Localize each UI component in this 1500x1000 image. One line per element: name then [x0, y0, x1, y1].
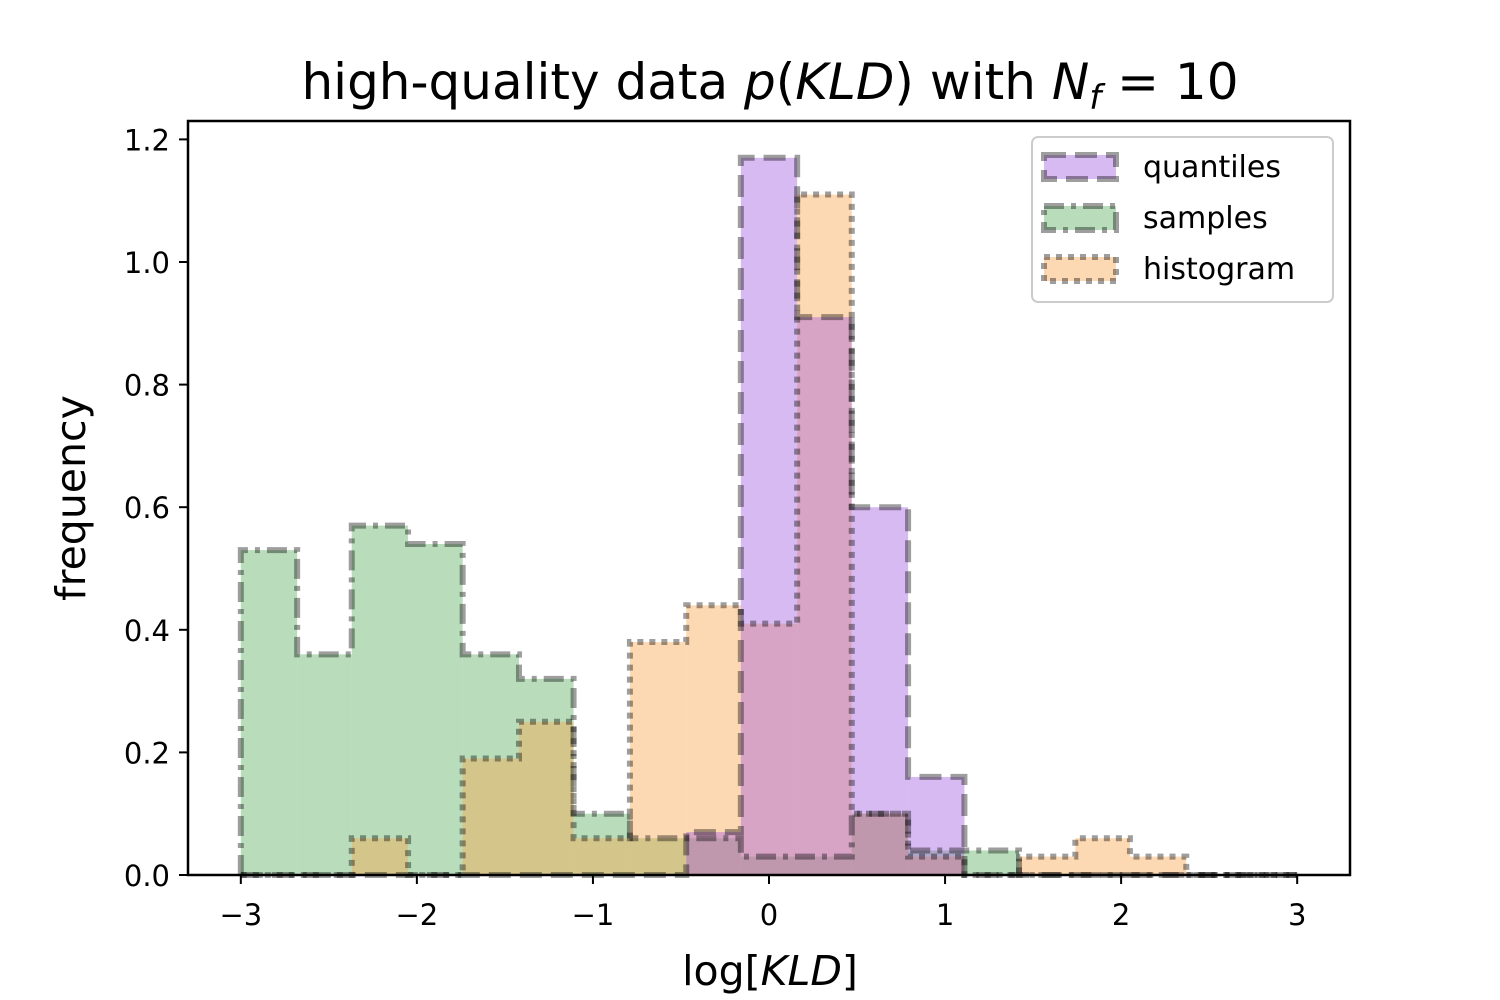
bar-histogram-14	[1019, 856, 1076, 875]
bar-quantiles-11	[851, 507, 909, 875]
bar-histogram-15	[1075, 838, 1130, 875]
bar-histogram-5	[518, 721, 574, 875]
bar-histogram-10	[797, 194, 852, 875]
outline-histogram	[240, 191, 1298, 878]
bar-histogram-11	[851, 813, 909, 875]
title-function: p	[743, 53, 776, 111]
bar-histogram-6	[573, 838, 630, 875]
legend-swatch-histogram	[1041, 254, 1119, 284]
legend-swatch-quantiles	[1041, 152, 1119, 182]
bar-samples-11	[851, 813, 909, 875]
bar-samples-0	[240, 550, 298, 875]
title-close-paren: )	[894, 53, 914, 111]
x-label-variable: KLD	[761, 947, 842, 995]
outline-samples	[237, 522, 1298, 878]
y-tick-label: 0.6	[124, 491, 170, 525]
bar-samples-12	[908, 850, 965, 875]
x-label-prefix: log[	[682, 947, 761, 995]
bar-histogram-12	[908, 856, 965, 875]
x-tick-label: 1	[936, 898, 954, 932]
title-variable: N	[1052, 53, 1089, 111]
bar-samples-13	[964, 850, 1020, 875]
x-tick-label: 2	[1112, 898, 1130, 932]
bar-samples-4	[462, 654, 519, 875]
legend-box	[1031, 136, 1334, 303]
title-middle: with	[914, 53, 1052, 111]
x-axis-label: log[KLD]	[682, 947, 858, 995]
x-label-suffix: ]	[842, 947, 858, 995]
x-axis-ticks: −3 −2 −1 0 1 2 3	[219, 875, 1306, 932]
bar-histogram-16	[1129, 856, 1187, 875]
bar-histogram-8	[686, 605, 741, 875]
y-axis-label: frequency	[47, 395, 95, 601]
legend-label-histogram: histogram	[1143, 252, 1295, 287]
x-tick-label: 3	[1288, 898, 1306, 932]
x-tick-label: −1	[572, 898, 615, 932]
legend-label-quantiles: quantiles	[1143, 150, 1281, 185]
legend-swatch-samples	[1041, 203, 1119, 233]
bar-quantiles-9	[740, 157, 798, 875]
x-tick-label: 0	[760, 898, 778, 932]
bar-samples-9	[740, 856, 798, 875]
title-prefix: high-quality data	[301, 53, 744, 111]
bar-samples-5	[518, 678, 574, 875]
bar-quantiles-8	[686, 832, 741, 875]
y-tick-label: 0.4	[124, 614, 170, 648]
series-quantiles	[686, 157, 965, 875]
legend-label-samples: samples	[1143, 201, 1268, 236]
bar-samples-10	[797, 856, 852, 875]
bars-layer	[240, 157, 1187, 875]
chart-title: high-quality data p(KLD) with Nf = 10	[301, 53, 1238, 118]
bar-quantiles-12	[908, 776, 965, 875]
y-tick-label: 0.2	[124, 736, 170, 770]
y-tick-label: 1.2	[124, 123, 170, 157]
title-open-paren: (	[776, 53, 796, 111]
title-argument: KLD	[795, 53, 894, 111]
title-equals: = 10	[1101, 53, 1238, 111]
x-tick-label: −2	[396, 898, 439, 932]
bar-quantiles-10	[797, 317, 852, 875]
legend-items: quantiles samples histogram	[1041, 150, 1295, 287]
x-tick-label: −3	[219, 898, 262, 932]
bar-histogram-4	[462, 758, 519, 875]
bar-samples-8	[686, 838, 741, 875]
bar-histogram-7	[629, 642, 687, 875]
bar-samples-3	[408, 543, 463, 875]
y-tick-label: 1.0	[124, 246, 170, 280]
bar-samples-1	[297, 654, 352, 875]
bar-samples-7	[629, 838, 687, 875]
bar-samples-2	[351, 525, 409, 875]
bar-histogram-9	[740, 623, 798, 875]
y-axis-ticks: 0.0 0.2 0.4 0.6 0.8 1.0 1.2	[124, 123, 188, 893]
y-tick-label: 0.0	[124, 859, 170, 893]
bar-histogram-2	[351, 838, 409, 875]
bar-samples-6	[573, 813, 630, 875]
legend: quantiles samples histogram	[1031, 136, 1334, 303]
series-histogram	[351, 194, 1187, 875]
y-tick-label: 0.8	[124, 369, 170, 403]
series-samples	[240, 525, 1020, 875]
